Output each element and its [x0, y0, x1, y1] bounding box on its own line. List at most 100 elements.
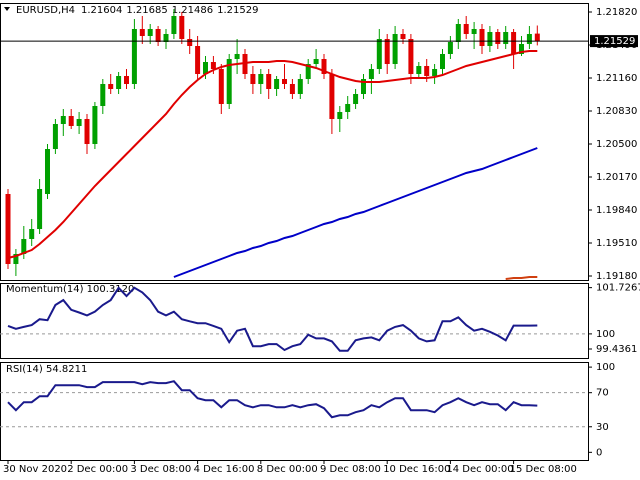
y-tick-label: 1.21820 [596, 7, 637, 18]
candle-body [511, 32, 517, 54]
symbol: EURUSD,H4 [16, 5, 75, 16]
candle-body [100, 84, 106, 106]
candle-body [266, 74, 272, 89]
candle-body [313, 59, 319, 64]
candle-body [274, 79, 280, 89]
candle-body [29, 229, 35, 239]
candle-body [392, 34, 398, 64]
candle-body [171, 16, 177, 34]
candle-body [84, 119, 90, 144]
candle-body [534, 33, 540, 42]
x-tick-label: 3 Dec 08:00 [130, 464, 191, 475]
line-series [7, 50, 538, 259]
y-tick-label: 0 [596, 447, 602, 458]
candle-body [147, 29, 153, 36]
candle-body [210, 62, 216, 69]
x-tick-label: 15 Dec 08:00 [510, 464, 577, 475]
close-value: 1.21529 [217, 5, 258, 16]
candle-body [408, 39, 414, 74]
candle-body [195, 46, 201, 74]
candle-body [250, 74, 256, 84]
high-value: 1.21685 [126, 5, 167, 16]
candle-body [289, 84, 295, 94]
candle-body [13, 254, 19, 264]
candle-body [60, 116, 66, 124]
panel-frame [0, 362, 589, 461]
line-series [7, 380, 538, 419]
low-value: 1.21486 [172, 5, 213, 16]
candle-body [124, 76, 129, 84]
chart-header: EURUSD,H4 1.21604 1.21685 1.21486 1.21529 [16, 5, 258, 16]
candle-body [21, 239, 27, 254]
candle-body [503, 32, 509, 44]
y-tick-label: 100 [596, 329, 615, 340]
y-tick-label: 101.7267 [596, 283, 640, 294]
candle-body [345, 104, 351, 112]
candle-body [471, 29, 477, 34]
candle-body [400, 34, 406, 39]
candle-body [139, 29, 145, 36]
candle-body [234, 54, 240, 59]
candle-body [282, 79, 287, 84]
y-tick-label: 70 [596, 388, 609, 399]
x-tick-label: 30 Nov 2020 [3, 464, 67, 475]
candle-body [329, 74, 335, 119]
candle-body [76, 119, 82, 126]
candle-body [337, 112, 343, 119]
candle-body [258, 74, 264, 84]
open-value: 1.21604 [81, 5, 122, 16]
candle-body [424, 66, 430, 76]
x-tick-label: 2 Dec 00:00 [67, 464, 128, 475]
candle-body [361, 79, 366, 94]
y-tick-label: 30 [596, 422, 609, 433]
current-price-label: 1.21529 [594, 36, 635, 47]
candle-body [155, 29, 161, 42]
rsi-label: RSI(14) 54.8211 [6, 364, 87, 375]
candle-body [432, 69, 438, 76]
candle-body [376, 39, 382, 69]
panel-frame [0, 283, 589, 359]
candle-body [52, 124, 58, 149]
y-tick-label: 1.20830 [596, 106, 637, 117]
candle-body [416, 66, 422, 74]
momentum-label: Momentum(14) 100.3120 [6, 284, 134, 295]
x-tick-label: 4 Dec 16:00 [194, 464, 255, 475]
candle-body [463, 24, 469, 34]
candle-body [495, 32, 501, 44]
candle-body [37, 189, 43, 229]
candle-body [5, 194, 11, 264]
candle-body [45, 149, 50, 194]
y-tick-label: 1.19510 [596, 238, 637, 249]
candle-body [226, 59, 232, 104]
candle-body [92, 106, 98, 144]
panel-frame [0, 3, 589, 281]
y-tick-label: 99.4361 [596, 344, 637, 355]
line-series [173, 147, 538, 278]
y-tick-label: 1.19180 [596, 271, 637, 282]
candle-body [479, 29, 485, 46]
current-price-box [590, 35, 638, 48]
y-tick-label: 1.19840 [596, 205, 637, 216]
candle-body [116, 76, 122, 89]
candle-body [384, 39, 390, 64]
candle-body [447, 42, 453, 54]
candle-body [487, 32, 493, 46]
symbol-arrow [4, 7, 10, 11]
candle-body [455, 24, 461, 42]
x-tick-label: 14 Dec 00:00 [446, 464, 513, 475]
candle-body [131, 29, 137, 84]
candle-body [187, 39, 193, 46]
candle-body [353, 94, 359, 104]
x-tick-label: 9 Dec 08:00 [320, 464, 381, 475]
candle-body [163, 34, 169, 42]
candle-body [203, 62, 208, 74]
line-series [505, 276, 538, 280]
candle-body [368, 69, 374, 79]
candle-body [321, 59, 327, 74]
candle-body [305, 64, 311, 79]
y-tick-label: 100 [596, 362, 615, 373]
candle-body [519, 44, 524, 54]
y-tick-label: 1.20500 [596, 139, 637, 150]
